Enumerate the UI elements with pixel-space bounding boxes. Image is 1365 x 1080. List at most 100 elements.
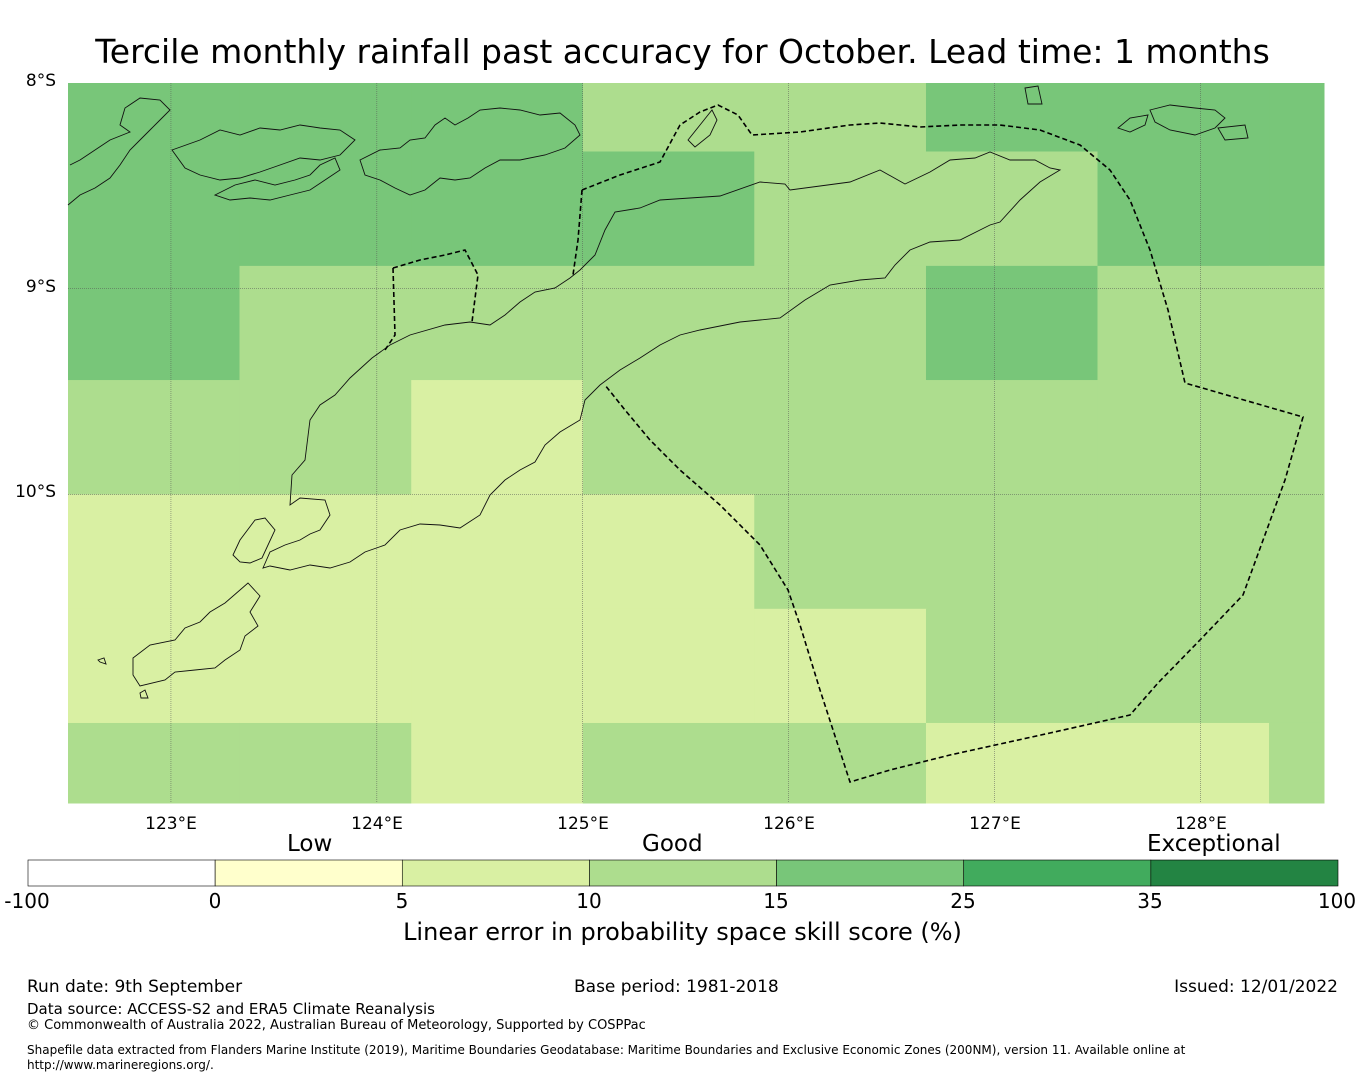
semau-coastline xyxy=(232,517,276,564)
colorbar-segment xyxy=(401,859,590,887)
skill-cell xyxy=(1269,83,1325,153)
colorbar-tick: 0 xyxy=(208,889,222,913)
skill-cell xyxy=(925,494,1099,610)
colorbar-tick: 10 xyxy=(576,889,602,913)
shapefile-note: Shapefile data extracted from Flanders M… xyxy=(27,1043,1186,1072)
skill-cell xyxy=(925,608,1099,724)
skill-cell xyxy=(239,151,412,267)
lon-label-123e: 123°E xyxy=(145,814,197,834)
skill-cell xyxy=(239,83,412,153)
skill-cell xyxy=(582,608,755,724)
skill-cell xyxy=(925,722,1099,804)
copyright: © Commonwealth of Australia 2022, Austra… xyxy=(27,1018,646,1033)
skill-cell xyxy=(754,83,927,153)
wetar-coastline xyxy=(1149,104,1226,136)
category-low: Low xyxy=(287,831,333,857)
skill-cell xyxy=(582,265,755,381)
skill-cell xyxy=(1269,380,1325,495)
colorbar-segment xyxy=(214,859,403,887)
skill-cell xyxy=(1097,722,1270,804)
skill-cell xyxy=(582,494,755,610)
skill-cell xyxy=(754,380,927,495)
islet-coastline xyxy=(97,657,107,665)
skill-cell xyxy=(1269,151,1325,267)
colorbar-tick: 15 xyxy=(763,889,789,913)
skill-cell xyxy=(1097,608,1270,724)
run-date: Run date: 9th September xyxy=(27,977,243,997)
skill-cell xyxy=(239,494,412,610)
lat-label-8s: 8°S xyxy=(25,71,56,91)
timor-coastline xyxy=(262,151,1062,571)
skill-cell xyxy=(239,265,412,381)
romang-coastline xyxy=(1024,85,1043,105)
skill-cell xyxy=(754,151,927,267)
skill-cell xyxy=(1269,494,1325,610)
skill-cell xyxy=(68,380,241,495)
lat-lon-gridlines xyxy=(68,83,1324,803)
issued-date: Issued: 12/01/2022 xyxy=(1174,977,1338,997)
kisar-coastline xyxy=(1117,114,1149,133)
colorbar-segment xyxy=(776,859,965,887)
lat-label-9s: 9°S xyxy=(25,277,56,297)
skill-cell xyxy=(68,722,241,804)
colorbar-label: Linear error in probability space skill … xyxy=(403,918,962,946)
colorbar-tick: 25 xyxy=(950,889,976,913)
skill-cell xyxy=(411,722,584,804)
lat-label-10s: 10°S xyxy=(15,482,56,502)
lon-label-126e: 126°E xyxy=(763,814,815,834)
skill-cell xyxy=(754,722,927,804)
lembata-coastline xyxy=(213,157,341,201)
skill-cell xyxy=(582,83,755,153)
rote-coastline xyxy=(132,582,261,687)
skill-cell xyxy=(411,380,584,495)
skill-cell xyxy=(925,265,1099,381)
skill-cell xyxy=(68,608,241,724)
colorbar-segment xyxy=(963,859,1152,887)
leti-coastline xyxy=(1217,124,1249,141)
skill-cell xyxy=(754,265,927,381)
colorbar-segment xyxy=(27,859,216,887)
colorbar-segment xyxy=(589,859,777,887)
colorbar-segment xyxy=(1150,859,1339,887)
lon-label-125e: 125°E xyxy=(557,814,609,834)
colorbar-tick: 5 xyxy=(395,889,409,913)
ndao-coastline xyxy=(139,689,149,699)
skill-cell xyxy=(411,83,584,153)
coastlines xyxy=(67,85,1249,699)
skill-cell xyxy=(582,151,755,267)
skill-cell xyxy=(68,494,241,610)
skill-cell xyxy=(754,608,927,724)
category-good: Good xyxy=(642,831,703,857)
alor-coastline xyxy=(359,107,581,196)
skill-cell xyxy=(411,265,584,381)
map-title: Tercile monthly rainfall past accuracy f… xyxy=(95,32,1270,71)
skill-cell xyxy=(1097,380,1270,495)
skill-cell xyxy=(1269,608,1325,724)
skill-cell xyxy=(411,608,584,724)
skill-cell xyxy=(239,722,412,804)
colorbar-tick: 35 xyxy=(1137,889,1163,913)
base-period: Base period: 1981-2018 xyxy=(574,977,779,997)
skill-cell xyxy=(582,722,755,804)
maritime-boundary xyxy=(384,104,1304,783)
skill-cell xyxy=(1097,151,1270,267)
skill-cell xyxy=(1097,265,1270,381)
skill-cell xyxy=(1097,83,1270,153)
colorbar-tick: -100 xyxy=(4,889,50,913)
skill-cell xyxy=(1269,722,1325,804)
category-exceptional: Exceptional xyxy=(1147,831,1281,857)
skill-cell xyxy=(925,83,1099,153)
skill-cell xyxy=(68,151,241,267)
lon-label-128e: 128°E xyxy=(1175,814,1227,834)
skill-cell xyxy=(1269,265,1325,381)
data-source: Data source: ACCESS-S2 and ERA5 Climate … xyxy=(27,1000,435,1018)
skill-cell xyxy=(582,380,755,495)
skill-cell xyxy=(754,494,927,610)
skill-cell xyxy=(411,151,584,267)
skill-cell xyxy=(239,380,412,495)
skill-cell xyxy=(411,494,584,610)
skill-cell xyxy=(925,380,1099,495)
skill-cell xyxy=(239,608,412,724)
skill-cell xyxy=(1097,494,1270,610)
skill-cell xyxy=(68,83,241,153)
